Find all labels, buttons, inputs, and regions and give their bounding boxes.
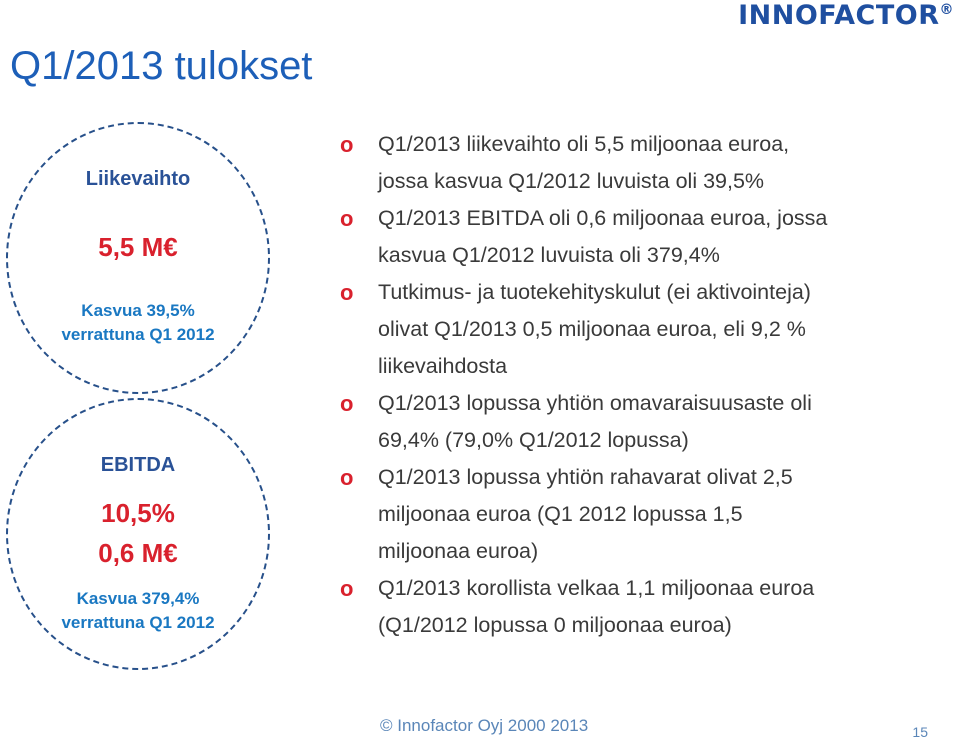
footer-copyright: © Innofactor Oyj 2000 2013	[380, 716, 589, 735]
bullet-line: Q1/2013 lopussa yhtiön rahavarat olivat …	[378, 465, 793, 489]
bullet-line: Q1/2013 lopussa yhtiön omavaraisuusaste …	[378, 391, 812, 415]
bullet-line: Tutkimus- ja tuotekehityskulut (ei aktiv…	[378, 280, 811, 304]
bullet-ebitda: o Q1/2013 EBITDA oli 0,6 miljoonaa euroa…	[340, 200, 952, 274]
bullet-line: olivat Q1/2013 0,5 miljoonaa euroa, eli …	[378, 317, 806, 341]
bullet-line: (Q1/2012 lopussa 0 miljoonaa euroa)	[378, 613, 732, 637]
bullet-line: miljoonaa euroa)	[378, 539, 539, 563]
bullet-line: Q1/2013 korollista velkaa 1,1 miljoonaa …	[378, 576, 815, 600]
bullet-line: jossa kasvua Q1/2012 luvuista oli 39,5%	[378, 169, 765, 193]
bullet-debt: o Q1/2013 korollista velkaa 1,1 miljoona…	[340, 570, 952, 644]
bullet-line: kasvua Q1/2012 luvuista oli 379,4%	[378, 243, 720, 267]
ebitda-value: 0,6 M€	[98, 538, 178, 568]
page-number: 15	[912, 724, 928, 740]
bullet-marker: o	[340, 391, 354, 416]
bullet-line: miljoonaa euroa (Q1 2012 lopussa 1,5	[378, 502, 743, 526]
bullet-marker: o	[340, 206, 354, 231]
logo-text: INNOFACTOR	[738, 0, 940, 31]
bullet-marker: o	[340, 280, 354, 305]
bullet-marker: o	[340, 132, 354, 157]
revenue-growth-line1: Kasvua 39,5%	[81, 301, 195, 320]
revenue-growth-line2: verrattuna Q1 2012	[61, 325, 215, 344]
ebitda-growth-line2: verrattuna Q1 2012	[61, 613, 215, 632]
ebitda-label: EBITDA	[100, 454, 176, 476]
bullet-line: Q1/2013 EBITDA oli 0,6 miljoonaa euroa, …	[378, 206, 828, 230]
bullet-marker: o	[340, 465, 354, 490]
bullet-line: Q1/2013 liikevaihto oli 5,5 miljoonaa eu…	[378, 132, 790, 156]
ebitda-growth-line1: Kasvua 379,4%	[76, 589, 200, 608]
revenue-label: Liikevaihto	[85, 168, 191, 190]
bullet-line: 69,4% (79,0% Q1/2012 lopussa)	[378, 428, 689, 452]
innofactor-logo: INNOFACTOR®	[738, 0, 954, 31]
logo-registered-mark: ®	[939, 2, 954, 18]
bullet-cash: o Q1/2013 lopussa yhtiön rahavarat oliva…	[340, 459, 952, 570]
bullet-revenue: o Q1/2013 liikevaihto oli 5,5 miljoonaa …	[340, 126, 952, 200]
revenue-circle: Liikevaihto 5,5 M€ Kasvua 39,5% verrattu…	[6, 122, 270, 394]
page-title: Q1/2013 tulokset	[10, 44, 313, 88]
bullet-rnd: o Tutkimus- ja tuotekehityskulut (ei akt…	[340, 274, 952, 385]
ebitda-circle: EBITDA 10,5% 0,6 M€ Kasvua 379,4% verrat…	[6, 398, 270, 670]
bullet-marker: o	[340, 576, 354, 601]
revenue-value: 5,5 M€	[98, 232, 178, 262]
ebitda-percent: 10,5%	[101, 498, 175, 528]
results-bullet-list: o Q1/2013 liikevaihto oli 5,5 miljoonaa …	[340, 126, 952, 644]
bullet-equity-ratio: o Q1/2013 lopussa yhtiön omavaraisuusast…	[340, 385, 952, 459]
bullet-line: liikevaihdosta	[378, 354, 508, 378]
